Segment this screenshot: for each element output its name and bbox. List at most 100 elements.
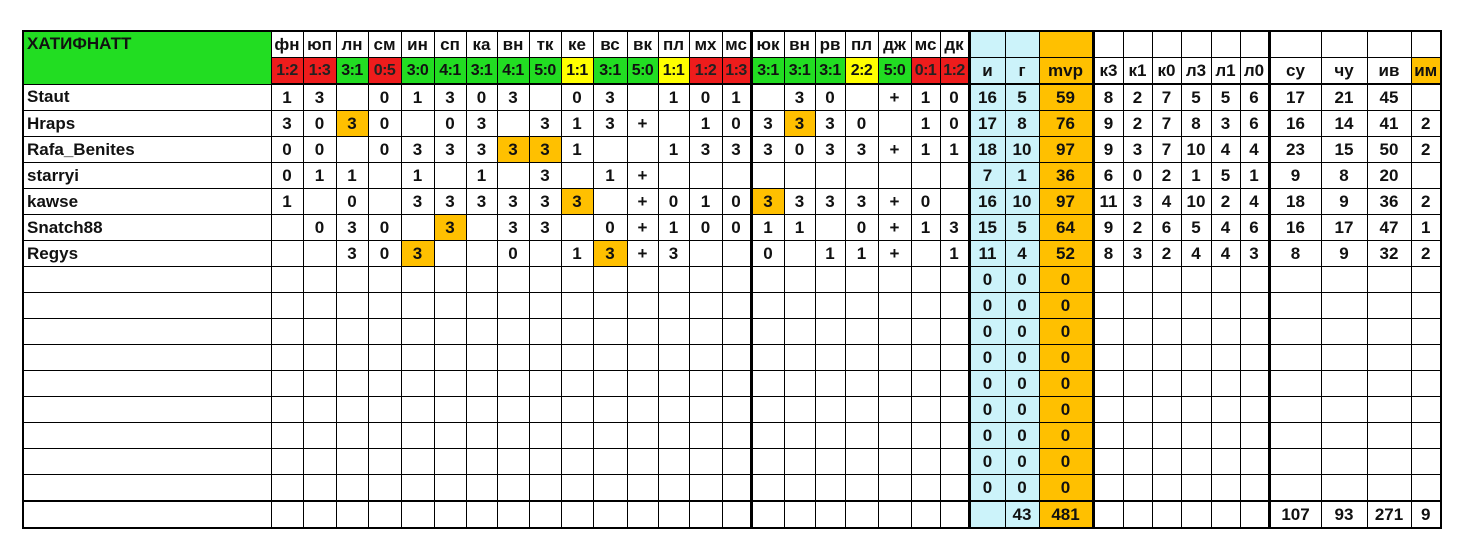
match-mark-cell[interactable]: 3 (592, 240, 628, 267)
match-mark-cell[interactable]: 3 (496, 214, 530, 241)
match-mark-cell[interactable]: 0 (688, 214, 723, 241)
stat-cell-ив[interactable]: 36 (1366, 188, 1412, 215)
match-mark-cell[interactable] (270, 344, 304, 371)
stat-cell-к0[interactable] (1151, 292, 1182, 319)
stat-cell-л1[interactable] (1210, 292, 1241, 319)
match-mark-cell[interactable] (367, 370, 402, 397)
match-mark-cell[interactable]: 0 (367, 240, 402, 267)
match-mark-cell[interactable] (528, 474, 562, 502)
stat-cell-су[interactable]: 9 (1267, 162, 1322, 189)
match-mark-cell[interactable] (657, 110, 690, 137)
match-mark-cell[interactable] (367, 188, 402, 215)
player-name-empty[interactable] (22, 474, 272, 502)
stat-cell-и[interactable]: 0 (967, 292, 1006, 319)
match-mark-cell[interactable] (592, 188, 628, 215)
match-mark-cell[interactable] (528, 448, 562, 475)
stat-cell-и[interactable]: 7 (967, 162, 1006, 189)
stat-cell-и[interactable]: 17 (967, 110, 1006, 137)
match-mark-cell[interactable] (844, 448, 879, 475)
stat-cell-ив[interactable]: 20 (1366, 162, 1412, 189)
stat-cell-су[interactable] (1267, 344, 1322, 371)
match-mark-cell[interactable] (939, 344, 970, 371)
match-mark-cell[interactable] (302, 188, 337, 215)
match-mark-cell[interactable] (560, 344, 594, 371)
match-mark-cell[interactable]: 3 (496, 83, 530, 111)
player-name[interactable]: Staut (22, 83, 272, 111)
match-mark-cell[interactable] (844, 318, 879, 345)
stat-cell-mvp[interactable]: 0 (1038, 474, 1094, 502)
match-mark-cell[interactable] (465, 370, 498, 397)
match-mark-cell[interactable] (877, 110, 912, 137)
match-mark-cell[interactable] (783, 474, 816, 502)
match-mark-cell[interactable] (626, 370, 659, 397)
match-mark-cell[interactable] (335, 136, 369, 163)
stat-cell-им[interactable] (1410, 344, 1442, 371)
stat-cell-г[interactable]: 0 (1004, 448, 1040, 475)
stat-cell-чу[interactable]: 15 (1320, 136, 1368, 163)
player-name-empty[interactable] (22, 448, 272, 475)
stat-cell-л1[interactable] (1210, 448, 1241, 475)
match-mark-cell[interactable]: 1 (400, 162, 435, 189)
match-mark-cell[interactable] (657, 318, 690, 345)
match-mark-cell[interactable] (783, 266, 816, 293)
match-mark-cell[interactable] (433, 422, 467, 449)
match-mark-cell[interactable] (400, 266, 435, 293)
stat-cell-чу[interactable] (1320, 474, 1368, 502)
stat-cell-ив[interactable]: 50 (1366, 136, 1412, 163)
match-mark-cell[interactable] (367, 292, 402, 319)
match-mark-cell[interactable]: 1 (592, 162, 628, 189)
match-mark-cell[interactable]: 1 (335, 162, 369, 189)
stat-cell-су[interactable] (1267, 474, 1322, 502)
match-mark-cell[interactable] (688, 292, 723, 319)
match-mark-cell[interactable] (749, 422, 785, 449)
stat-cell-к1[interactable]: 2 (1122, 83, 1153, 111)
stat-cell-л3[interactable]: 10 (1180, 136, 1212, 163)
match-mark-cell[interactable] (910, 396, 941, 423)
match-mark-cell[interactable]: + (626, 214, 659, 241)
match-mark-cell[interactable]: 3 (814, 110, 846, 137)
match-mark-cell[interactable] (400, 292, 435, 319)
match-mark-cell[interactable] (400, 344, 435, 371)
stat-cell-им[interactable] (1410, 83, 1442, 111)
match-mark-cell[interactable]: + (626, 110, 659, 137)
stat-cell-mvp[interactable]: 0 (1038, 318, 1094, 345)
stat-cell-л1[interactable]: 5 (1210, 162, 1241, 189)
player-name[interactable]: kawse (22, 188, 272, 215)
match-mark-cell[interactable]: 1 (657, 83, 690, 111)
match-mark-cell[interactable] (560, 448, 594, 475)
match-mark-cell[interactable]: 3 (749, 110, 785, 137)
stat-cell-к0[interactable] (1151, 344, 1182, 371)
stat-cell-л1[interactable] (1210, 344, 1241, 371)
match-mark-cell[interactable]: 1 (688, 110, 723, 137)
match-mark-cell[interactable] (844, 344, 879, 371)
match-mark-cell[interactable] (433, 266, 467, 293)
stat-cell-су[interactable] (1267, 396, 1322, 423)
stat-cell-су[interactable]: 16 (1267, 214, 1322, 241)
match-mark-cell[interactable] (496, 474, 530, 502)
match-mark-cell[interactable] (657, 266, 690, 293)
stat-cell-mvp[interactable]: 76 (1038, 110, 1094, 137)
match-mark-cell[interactable] (528, 266, 562, 293)
stat-cell-и[interactable]: 15 (967, 214, 1006, 241)
match-mark-cell[interactable] (465, 422, 498, 449)
stat-cell-г[interactable]: 0 (1004, 292, 1040, 319)
match-mark-cell[interactable] (560, 162, 594, 189)
stat-cell-г[interactable]: 0 (1004, 396, 1040, 423)
stat-cell-л3[interactable] (1180, 292, 1212, 319)
match-mark-cell[interactable]: 3 (749, 188, 785, 215)
match-mark-cell[interactable] (844, 266, 879, 293)
stat-cell-им[interactable]: 2 (1410, 188, 1442, 215)
match-mark-cell[interactable]: 1 (657, 214, 690, 241)
match-mark-cell[interactable] (626, 136, 659, 163)
stat-cell-л1[interactable] (1210, 370, 1241, 397)
stat-cell-г[interactable]: 0 (1004, 318, 1040, 345)
stat-cell-к3[interactable] (1091, 292, 1124, 319)
match-mark-cell[interactable] (465, 474, 498, 502)
stat-cell-им[interactable] (1410, 474, 1442, 502)
match-mark-cell[interactable] (592, 370, 628, 397)
match-mark-cell[interactable]: 3 (528, 110, 562, 137)
match-mark-cell[interactable] (939, 370, 970, 397)
match-mark-cell[interactable]: 1 (910, 83, 941, 111)
match-mark-cell[interactable] (657, 292, 690, 319)
match-mark-cell[interactable] (657, 344, 690, 371)
